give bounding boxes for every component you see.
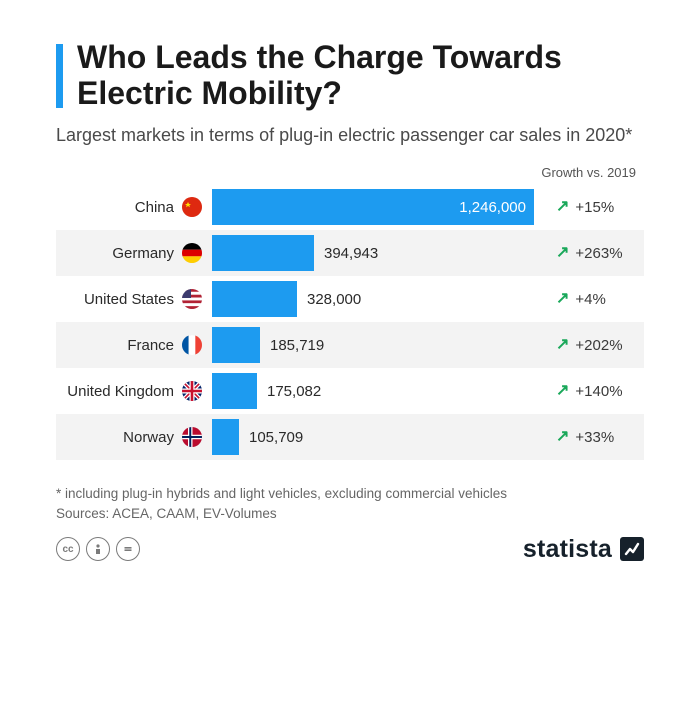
bar (212, 281, 297, 317)
growth-value: +33% (575, 429, 614, 446)
footnote: * including plug-in hybrids and light ve… (56, 484, 644, 504)
growth-arrow-icon: ↗ (556, 334, 569, 354)
bar-row: China 1,246,000 ↗ +15% (56, 184, 644, 230)
bar-value: 185,719 (270, 337, 324, 354)
bar-row: Norway 105,709 ↗ +33% (56, 414, 644, 460)
country-name: France (127, 337, 174, 354)
growth-value: +202% (575, 337, 622, 354)
label-cell: United Kingdom (56, 381, 212, 401)
growth-cell: ↗ +15% (548, 197, 644, 217)
growth-cell: ↗ +140% (548, 381, 644, 401)
nd-icon (116, 537, 140, 561)
growth-arrow-icon: ↗ (556, 380, 569, 400)
flag-icon (182, 381, 202, 401)
bar (212, 373, 257, 409)
brand-text: statista (523, 535, 612, 564)
country-name: Norway (123, 429, 174, 446)
growth-arrow-icon: ↗ (556, 288, 569, 308)
bar-value: 328,000 (307, 291, 361, 308)
bar (212, 235, 314, 271)
chart-subtitle: Largest markets in terms of plug-in elec… (56, 124, 644, 147)
country-name: United Kingdom (67, 383, 174, 400)
bar-cell: 175,082 (212, 373, 548, 409)
growth-cell: ↗ +33% (548, 427, 644, 447)
growth-value: +140% (575, 383, 622, 400)
bar-cell: 394,943 (212, 235, 548, 271)
bar-value: 394,943 (324, 245, 378, 262)
growth-column-header: Growth vs. 2019 (56, 165, 644, 180)
label-cell: Norway (56, 427, 212, 447)
brand-mark-icon (620, 537, 644, 561)
bar-cell: 1,246,000 (212, 189, 548, 225)
label-cell: Germany (56, 243, 212, 263)
bar-row: Germany 394,943 ↗ +263% (56, 230, 644, 276)
growth-arrow-icon: ↗ (556, 196, 569, 216)
growth-cell: ↗ +202% (548, 335, 644, 355)
bar-row: France 185,719 ↗ +202% (56, 322, 644, 368)
sources-line: Sources: ACEA, CAAM, EV-Volumes (56, 506, 644, 521)
flag-icon (182, 197, 202, 217)
cc-icon: cc (56, 537, 80, 561)
bar-value: 175,082 (267, 383, 321, 400)
footer: cc statista (56, 535, 644, 564)
flag-icon (182, 427, 202, 447)
label-cell: United States (56, 289, 212, 309)
bar-cell: 185,719 (212, 327, 548, 363)
title-accent-bar (56, 44, 63, 108)
chart-title: Who Leads the Charge Towards Electric Mo… (77, 40, 644, 112)
brand: statista (523, 535, 644, 564)
bar-value: 1,246,000 (459, 199, 526, 216)
growth-value: +263% (575, 245, 622, 262)
flag-icon (182, 289, 202, 309)
growth-arrow-icon: ↗ (556, 426, 569, 446)
bar (212, 419, 239, 455)
country-name: Germany (112, 245, 174, 262)
growth-value: +15% (575, 199, 614, 216)
growth-value: +4% (575, 291, 605, 308)
bar-value: 105,709 (249, 429, 303, 446)
growth-cell: ↗ +263% (548, 243, 644, 263)
label-cell: China (56, 197, 212, 217)
bar-row: United States 328,000 ↗ +4% (56, 276, 644, 322)
country-name: China (135, 199, 174, 216)
growth-cell: ↗ +4% (548, 289, 644, 309)
by-icon (86, 537, 110, 561)
bar: 1,246,000 (212, 189, 534, 225)
bar-rows: China 1,246,000 ↗ +15% Germany 394,943 ↗… (56, 184, 644, 460)
growth-arrow-icon: ↗ (556, 242, 569, 262)
license-icons: cc (56, 537, 140, 561)
chart-card: Who Leads the Charge Towards Electric Mo… (30, 18, 670, 578)
bar-cell: 328,000 (212, 281, 548, 317)
country-name: United States (84, 291, 174, 308)
title-block: Who Leads the Charge Towards Electric Mo… (56, 40, 644, 112)
label-cell: France (56, 335, 212, 355)
bar-cell: 105,709 (212, 419, 548, 455)
flag-icon (182, 335, 202, 355)
bar (212, 327, 260, 363)
flag-icon (182, 243, 202, 263)
bar-row: United Kingdom 175,082 ↗ +140% (56, 368, 644, 414)
